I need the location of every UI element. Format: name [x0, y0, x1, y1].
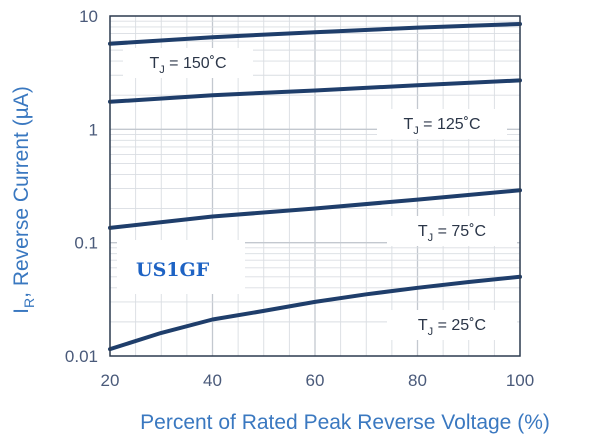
annotation-box-bg [117, 240, 245, 294]
x-tick-label: 80 [408, 371, 427, 390]
x-tick-label: 40 [203, 371, 222, 390]
series-label-bg-2 [377, 109, 507, 139]
annotation-box: US1GF [117, 240, 245, 294]
x-tick-label: 100 [506, 371, 534, 390]
y-tick-label: 10 [79, 7, 98, 26]
y-axis-title-rest: , Reverse Current (µA) [10, 86, 33, 298]
series-label-bg-1 [123, 48, 253, 78]
x-tick-label: 60 [306, 371, 325, 390]
series-lines [108, 22, 522, 352]
series-label-4: TJ = 25˚C [418, 317, 486, 338]
series-line-1 [108, 22, 522, 46]
y-axis-title-sub: R [21, 298, 37, 308]
series-label-bg-3 [387, 216, 517, 246]
y-axis-title: IR, Reverse Current (µA) [10, 86, 37, 314]
y-tick-label: 0.1 [74, 234, 98, 253]
y-tick-label: 1 [89, 120, 98, 139]
series-label-3: TJ = 75˚C [418, 223, 486, 244]
series-label-1: TJ = 150˚C [149, 55, 226, 76]
tick-labels: 20 40 60 80 100 0.01 0.1 1 10 [65, 7, 534, 390]
series-line-3 [108, 188, 522, 230]
series-label-bg-4 [387, 310, 517, 340]
part-number-annotation: US1GF [136, 259, 210, 281]
x-axis-title: Percent of Rated Peak Reverse Voltage (%… [140, 411, 550, 434]
y-tick-label: 0.01 [65, 347, 98, 366]
series-line-2 [108, 78, 522, 104]
x-tick-label: 20 [101, 371, 120, 390]
plot-frame [109, 15, 521, 357]
series-label-2: TJ = 125˚C [403, 116, 480, 137]
y-axis-title-main: I [10, 308, 33, 314]
series-line-4 [108, 274, 522, 352]
series-labels: TJ = 150˚C TJ = 125˚C TJ = 75˚C TJ = 25˚C [123, 48, 517, 340]
